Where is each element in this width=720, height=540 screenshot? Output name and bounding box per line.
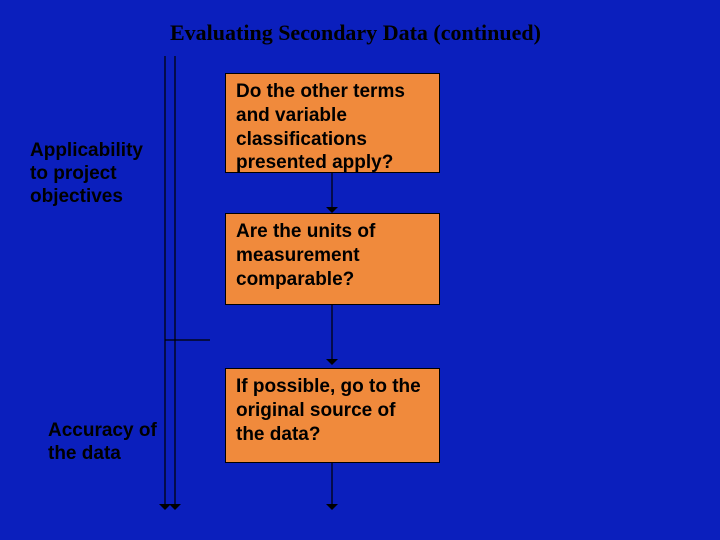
box-source: If possible, go to the original source o… <box>225 368 440 463</box>
slide-canvas: Evaluating Secondary Data (continued) Ap… <box>0 0 720 540</box>
box-units: Are the units of measurement comparable? <box>225 213 440 305</box>
label-accuracy: Accuracy of the data <box>48 420 168 466</box>
slide-title: Evaluating Secondary Data (continued) <box>170 20 541 46</box>
box-terms: Do the other terms and variable classifi… <box>225 73 440 173</box>
label-applicability: Applicability to project objectives <box>30 140 160 208</box>
